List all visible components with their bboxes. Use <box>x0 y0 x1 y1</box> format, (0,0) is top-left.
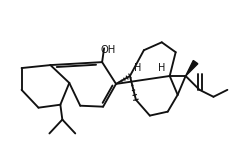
Polygon shape <box>186 61 198 76</box>
Text: H: H <box>158 63 166 73</box>
Text: OH: OH <box>100 45 116 55</box>
Text: H: H <box>134 63 141 73</box>
